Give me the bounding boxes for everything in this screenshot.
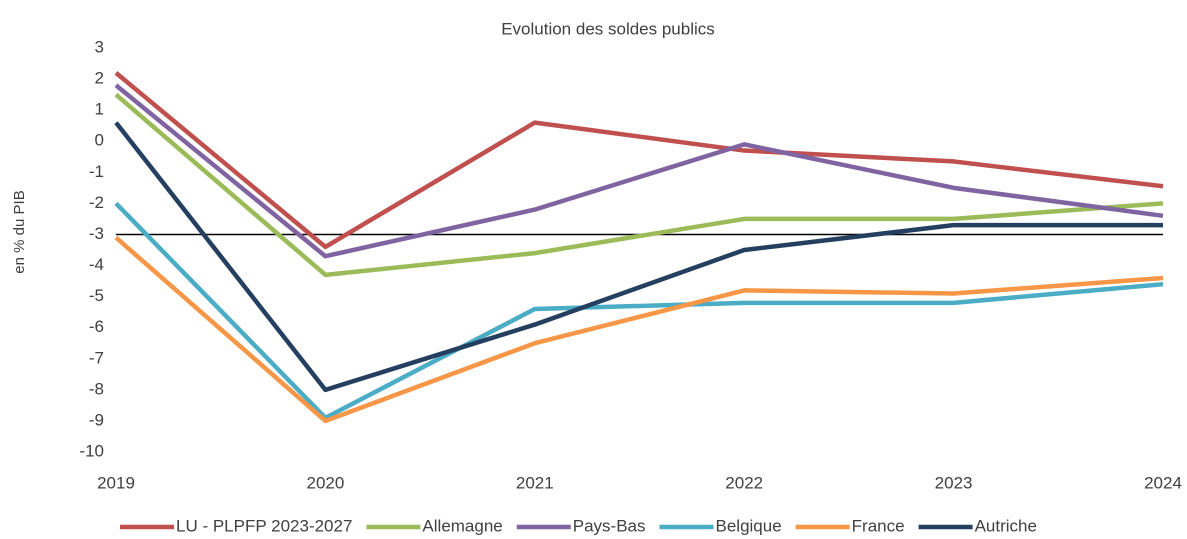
y-tick-label: -5 <box>89 286 104 305</box>
legend-label: Autriche <box>975 516 1037 535</box>
series-line <box>114 201 1164 421</box>
x-tick-label: 2020 <box>306 473 344 492</box>
legend-label: France <box>852 516 905 535</box>
y-tick-label: -4 <box>89 255 104 274</box>
y-tick-label: 0 <box>95 131 104 150</box>
y-tick-label: 1 <box>95 100 104 119</box>
series-line <box>114 121 1163 393</box>
x-tick-label: 2019 <box>97 473 135 492</box>
series-line <box>114 235 1164 424</box>
y-tick-label: -10 <box>79 441 104 460</box>
legend-label: Pays-Bas <box>573 516 646 535</box>
legend-label: LU - PLPFP 2023-2027 <box>176 516 352 535</box>
legend-label: Allemagne <box>422 516 502 535</box>
y-tick-label: 2 <box>95 69 104 88</box>
series-line <box>114 71 1164 250</box>
series-line <box>114 83 1164 259</box>
y-tick-label: -6 <box>89 317 104 336</box>
y-tick-label: -8 <box>89 379 104 398</box>
x-tick-label: 2023 <box>935 473 973 492</box>
x-tick-label: 2021 <box>516 473 554 492</box>
y-tick-label: -9 <box>89 410 104 429</box>
chart-title: Evolution des soldes publics <box>501 19 715 38</box>
y-tick-label: -2 <box>89 193 104 212</box>
x-tick-label: 2024 <box>1144 473 1182 492</box>
y-tick-label: -7 <box>89 348 104 367</box>
y-axis-label: en % du PIB <box>11 190 28 273</box>
y-tick-label: 3 <box>95 37 104 56</box>
y-tick-label: -1 <box>89 162 104 181</box>
x-tick-label: 2022 <box>725 473 763 492</box>
series-line <box>114 92 1164 278</box>
y-tick-label: -3 <box>89 224 104 243</box>
legend-label: Belgique <box>716 516 782 535</box>
